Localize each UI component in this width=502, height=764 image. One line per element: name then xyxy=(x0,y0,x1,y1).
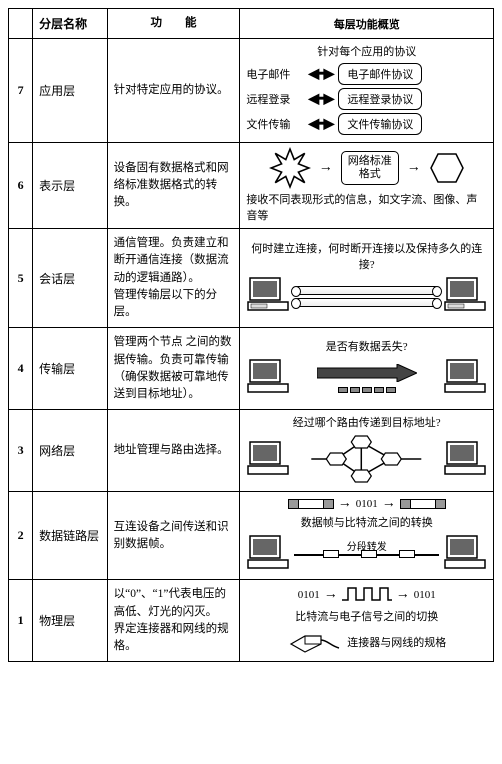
layer-name: 网络层 xyxy=(33,410,107,492)
layer-num: 3 xyxy=(9,410,33,492)
computer-icon xyxy=(443,358,487,399)
signal-wave-icon xyxy=(342,585,392,606)
computer-icon xyxy=(246,534,290,575)
l3-question: 经过哪个路由传递到目标地址? xyxy=(246,414,487,430)
computer-icon xyxy=(246,358,290,399)
layer-num: 6 xyxy=(9,143,33,229)
arrow-icon: → xyxy=(396,587,410,603)
l1-caption1: 比特流与电子信号之间的切换 xyxy=(246,608,487,624)
arrow-icon: → xyxy=(324,587,338,603)
computer-icon xyxy=(246,440,290,481)
bits-label: 0101 xyxy=(356,498,378,510)
layer-overview-3: 经过哪个路由传递到目标地址? xyxy=(240,410,494,492)
double-arrow-icon: ◀━▶ xyxy=(308,116,332,133)
l7-label-telnet: 远程登录 xyxy=(246,91,302,107)
header-overview: 每层功能概览 xyxy=(240,9,494,39)
std-format-box: 网络标准 格式 xyxy=(341,151,399,185)
l7-label-email: 电子邮件 xyxy=(246,66,302,82)
layer-name: 数据链路层 xyxy=(33,492,107,580)
starburst-icon xyxy=(269,147,311,189)
connection-pipes xyxy=(294,283,439,310)
layer-name: 会话层 xyxy=(33,229,107,328)
osi-layer-table: 分层名称 功 能 每层功能概览 7 应用层 针对特定应用的协议。 针对每个应用的… xyxy=(8,8,494,662)
layer-func: 互连设备之间传送和识别数据帧。 xyxy=(107,492,240,580)
layer-num: 7 xyxy=(9,39,33,143)
layer-row-1: 1 物理层 以“0”、“1”代表电压的高低、灯光的闪灭。 界定连接器和网线的规格… xyxy=(9,580,494,662)
l4-question: 是否有数据丢失? xyxy=(246,338,487,354)
layer-overview-7: 针对每个应用的协议 电子邮件 ◀━▶ 电子邮件协议 远程登录 ◀━▶ 远程登录协… xyxy=(240,39,494,143)
layer-row-3: 3 网络层 地址管理与路由选择。 经过哪个路由传递到目标地址? xyxy=(9,410,494,492)
arrow-icon: → xyxy=(338,496,352,512)
layer-func: 以“0”、“1”代表电压的高低、灯光的闪灭。 界定连接器和网线的规格。 xyxy=(107,580,240,662)
l7-label-ftp: 文件传输 xyxy=(246,116,302,132)
header-func: 功 能 xyxy=(107,9,240,39)
computer-icon xyxy=(443,534,487,575)
l1-caption2: 连接器与网线的规格 xyxy=(347,634,446,650)
layer-func: 地址管理与路由选择。 xyxy=(107,410,240,492)
network-graph-icon xyxy=(294,434,439,487)
layer-name: 传输层 xyxy=(33,328,107,410)
layer-overview-4: 是否有数据丢失? xyxy=(240,328,494,410)
layer-num: 4 xyxy=(9,328,33,410)
arrow-icon: → xyxy=(407,160,421,176)
packets-icon xyxy=(294,387,439,393)
arrow-icon: → xyxy=(319,160,333,176)
layer-num: 2 xyxy=(9,492,33,580)
layer-name: 物理层 xyxy=(33,580,107,662)
proto-box-email: 电子邮件协议 xyxy=(338,63,422,85)
layer-overview-5: 何时建立连接，何时断开连接以及保持多久的连接? xyxy=(240,229,494,328)
computer-icon xyxy=(443,440,487,481)
double-arrow-icon: ◀━▶ xyxy=(308,91,332,108)
layer-row-7: 7 应用层 针对特定应用的协议。 针对每个应用的协议 电子邮件 ◀━▶ 电子邮件… xyxy=(9,39,494,143)
hexagon-icon xyxy=(429,152,465,184)
fat-arrow-icon xyxy=(317,373,417,385)
proto-box-telnet: 远程登录协议 xyxy=(338,88,422,110)
layer-row-6: 6 表示层 设备固有数据格式和网络标准数据格式的转换。 → 网络标准 格式 → … xyxy=(9,143,494,229)
layer-row-4: 4 传输层 管理两个节点 之间的数据传输。负责可靠传输（确保数据被可靠地传送到目… xyxy=(9,328,494,410)
layer-overview-2: → 0101 → 数据帧与比特流之间的转换 分段转发 xyxy=(240,492,494,580)
computer-icon xyxy=(443,276,487,317)
link-wire: 分段转发 xyxy=(294,554,439,556)
layer-row-5: 5 会话层 通信管理。负责建立和断开通信连接（数据流动的逻辑通路）。 管理传输层… xyxy=(9,229,494,328)
arrow-icon: → xyxy=(382,496,396,512)
layer-func: 通信管理。负责建立和断开通信连接（数据流动的逻辑通路）。 管理传输层以下的分层。 xyxy=(107,229,240,328)
layer-func: 管理两个节点 之间的数据传输。负责可靠传输（确保数据被可靠地传送到目标地址）。 xyxy=(107,328,240,410)
layer-name: 应用层 xyxy=(33,39,107,143)
connector-icon xyxy=(287,628,341,657)
bits-label: 0101 xyxy=(298,589,320,601)
layer-overview-6: → 网络标准 格式 → 接收不同表现形式的信息，如文字流、图像、声音等 xyxy=(240,143,494,229)
proto-box-ftp: 文件传输协议 xyxy=(338,113,422,135)
computer-icon xyxy=(246,276,290,317)
l6-caption: 接收不同表现形式的信息，如文字流、图像、声音等 xyxy=(246,193,487,224)
header-num xyxy=(9,9,33,39)
layer-name: 表示层 xyxy=(33,143,107,229)
layer-func: 设备固有数据格式和网络标准数据格式的转换。 xyxy=(107,143,240,229)
bits-label: 0101 xyxy=(414,589,436,601)
layer-num: 1 xyxy=(9,580,33,662)
l7-title: 针对每个应用的协议 xyxy=(246,43,487,59)
layer-func: 针对特定应用的协议。 xyxy=(107,39,240,143)
header-name: 分层名称 xyxy=(33,9,107,39)
frame-icon xyxy=(288,499,334,509)
double-arrow-icon: ◀━▶ xyxy=(308,66,332,83)
l2-caption: 数据帧与比特流之间的转换 xyxy=(246,514,487,530)
frame-icon xyxy=(400,499,446,509)
l5-question: 何时建立连接，何时断开连接以及保持多久的连接? xyxy=(246,240,487,272)
layer-num: 5 xyxy=(9,229,33,328)
layer-overview-1: 0101 → → 0101 比特流与电子信号之间的切换 连接 xyxy=(240,580,494,662)
layer-row-2: 2 数据链路层 互连设备之间传送和识别数据帧。 → 0101 → 数据帧与比特流… xyxy=(9,492,494,580)
